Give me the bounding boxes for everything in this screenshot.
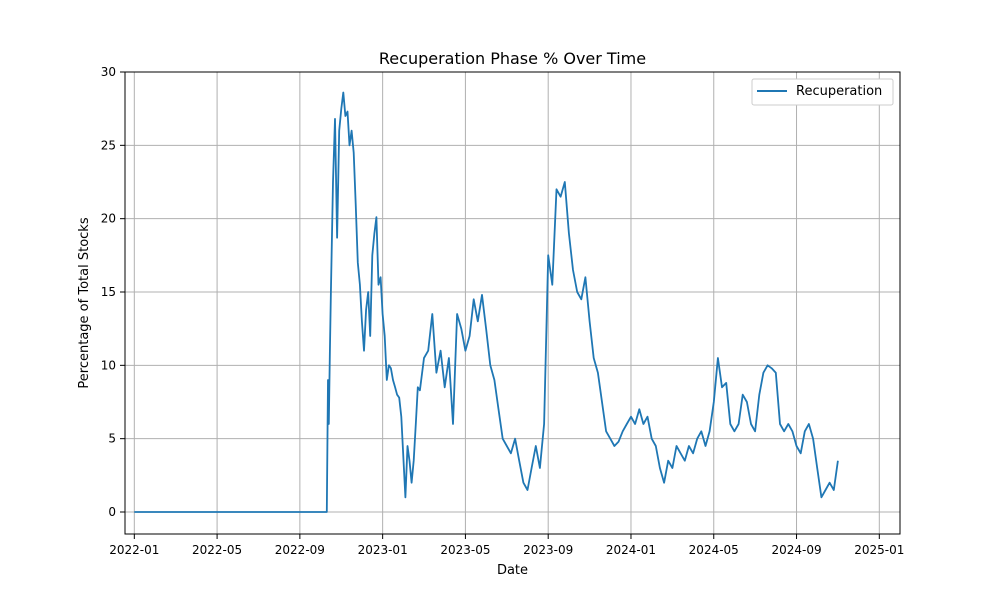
- y-tick-label: 25: [101, 138, 116, 152]
- x-tick-label: 2022-09: [275, 543, 325, 557]
- x-tick-label: 2022-01: [109, 543, 159, 557]
- series-line-recuperation: [134, 91, 839, 513]
- legend-label: Recuperation: [796, 84, 882, 99]
- y-tick-label: 15: [101, 285, 116, 299]
- x-tick-label: 2023-01: [358, 543, 408, 557]
- y-tick-label: 10: [101, 358, 116, 372]
- x-tick-label: 2024-01: [606, 543, 656, 557]
- y-axis-ticks: 0 5 10 15 20 25 30: [101, 65, 125, 519]
- x-tick-label: 2023-09: [523, 543, 573, 557]
- x-axis-title: Date: [497, 563, 528, 578]
- y-tick-label: 5: [108, 432, 116, 446]
- chart-title: Recuperation Phase % Over Time: [379, 49, 646, 68]
- x-tick-label: 2025-01: [854, 543, 904, 557]
- grid-lines: [125, 71, 900, 534]
- x-tick-label: 2024-09: [771, 543, 821, 557]
- y-tick-label: 0: [108, 505, 116, 519]
- series-layer: [134, 91, 839, 513]
- legend: Recuperation: [751, 78, 894, 106]
- y-tick-label: 20: [101, 212, 116, 226]
- y-tick-label: 30: [101, 65, 116, 79]
- legend-box: [751, 78, 894, 106]
- plot-frame: [124, 71, 901, 535]
- y-axis-title: Percentage of Total Stocks: [77, 217, 92, 388]
- x-tick-label: 2023-05: [440, 543, 490, 557]
- x-tick-label: 2022-05: [192, 543, 242, 557]
- x-axis-ticks: 2022-01 2022-05 2022-09 2023-01 2023-05 2023-…: [109, 534, 904, 557]
- x-tick-label: 2024-05: [689, 543, 739, 557]
